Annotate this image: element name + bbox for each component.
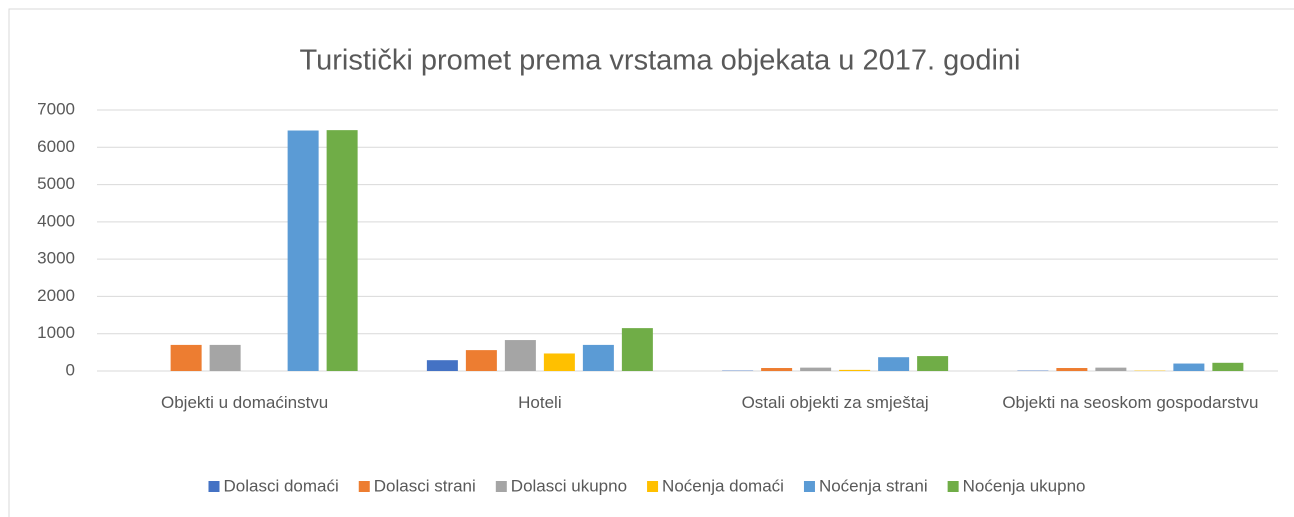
bar — [465, 350, 497, 371]
legend-swatch — [495, 481, 507, 492]
y-tick-label: 3000 — [37, 249, 75, 268]
bar — [504, 340, 536, 371]
bar — [761, 368, 793, 371]
chart-title: Turistički promet prema vrstama objekata… — [299, 45, 1020, 77]
legend-swatch — [647, 481, 659, 492]
bar — [326, 130, 358, 371]
bar — [170, 344, 202, 371]
x-tick-label: Hoteli — [518, 393, 562, 412]
bar — [839, 369, 871, 371]
bar — [582, 344, 614, 371]
x-tick-label: Ostali objekti za smještaj — [741, 393, 929, 412]
y-tick-label: 0 — [66, 360, 75, 379]
bar — [1173, 363, 1205, 371]
legend-label: Dolasci ukupno — [511, 476, 627, 495]
legend-swatch — [358, 481, 370, 492]
bar — [878, 357, 910, 371]
bar — [209, 344, 241, 371]
legend-swatch — [947, 481, 959, 492]
y-tick-label: 5000 — [37, 174, 75, 193]
bar — [1095, 367, 1127, 371]
y-tick-label: 7000 — [37, 99, 75, 118]
bar — [543, 353, 575, 371]
x-tick-label: Objekti na seoskom gospodarstvu — [1002, 393, 1259, 412]
bar — [800, 367, 832, 371]
y-tick-label: 4000 — [37, 211, 75, 230]
legend-label: Dolasci domaći — [223, 476, 338, 495]
legend-label: Noćenja ukupno — [963, 476, 1086, 495]
legend-label: Noćenja strani — [819, 476, 928, 495]
legend-label: Dolasci strani — [374, 476, 476, 495]
chart-border — [8, 8, 1294, 517]
legend-swatch — [803, 481, 815, 492]
y-tick-label: 2000 — [37, 286, 75, 305]
legend-swatch — [208, 481, 220, 492]
y-tick-label: 1000 — [37, 323, 75, 342]
bar — [426, 360, 458, 371]
bar — [287, 130, 319, 371]
bar — [621, 328, 653, 371]
bar — [1212, 362, 1244, 371]
y-tick-label: 6000 — [37, 137, 75, 156]
bar — [917, 356, 949, 371]
bar — [1056, 368, 1088, 371]
legend-label: Noćenja domaći — [662, 476, 784, 495]
x-tick-label: Objekti u domaćinstvu — [161, 393, 329, 412]
